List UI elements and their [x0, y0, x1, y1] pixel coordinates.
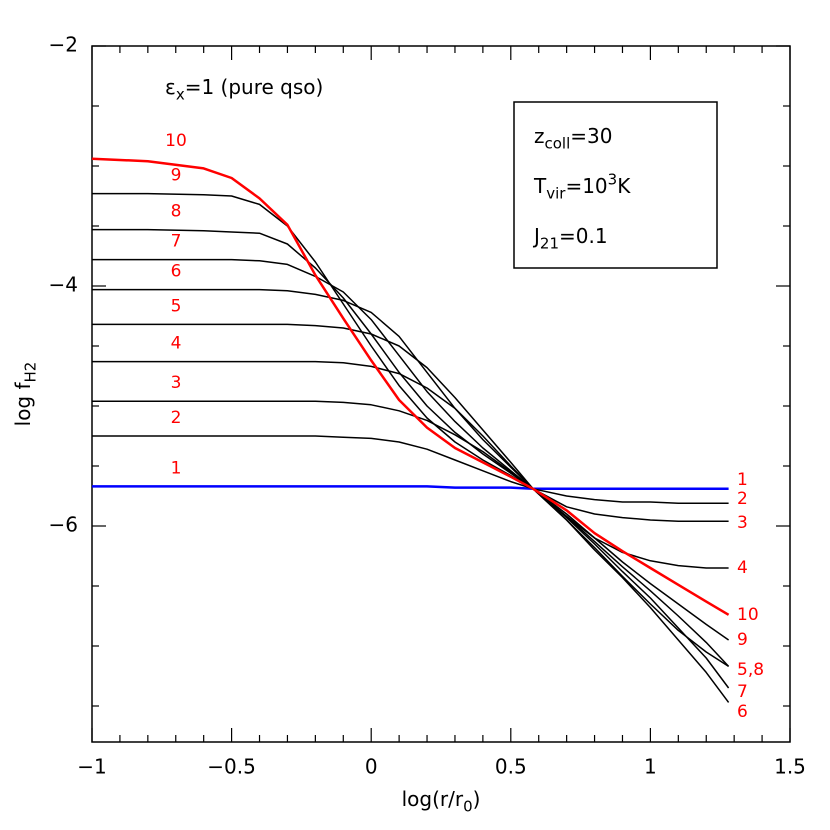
text-part: coll: [545, 134, 571, 152]
end-label: 5,8: [737, 660, 764, 680]
series-line: [92, 485, 729, 491]
series-line: [92, 228, 730, 667]
series-label: 8: [171, 202, 182, 222]
text-part: ): [473, 787, 481, 811]
series-label: 9: [171, 166, 182, 186]
end-label: 1: [737, 470, 748, 490]
series-line: [92, 192, 730, 641]
rich-text: Tvir=103K: [533, 170, 631, 202]
x-tick-label: −0.5: [207, 755, 256, 779]
y-tick-label: −2: [49, 33, 78, 57]
series-line: [91, 157, 730, 616]
text-part: K: [617, 174, 631, 198]
text-part: log(r/r: [402, 787, 464, 811]
series-label: 3: [171, 373, 182, 393]
text-part: 0: [463, 797, 473, 815]
rich-text: J21=0.1: [532, 224, 608, 253]
x-tick-label: −1: [77, 755, 106, 779]
y-tick-label: −6: [49, 513, 78, 537]
series-label: 10: [165, 131, 187, 151]
text-part: =10: [565, 174, 607, 198]
x-axis-label: log(r/r0): [402, 787, 481, 816]
text-part: log f: [11, 382, 35, 427]
end-label: 6: [737, 702, 748, 722]
series-line: [92, 400, 729, 522]
x-tick-label: 1: [644, 755, 657, 779]
text-part: =1 (pure qso): [185, 75, 324, 99]
rich-text: εx=1 (pure qso): [165, 75, 323, 104]
info-box: [513, 101, 718, 269]
series-line: [92, 360, 729, 569]
series-label: 1: [171, 458, 182, 478]
rich-text: zcoll=30: [534, 124, 612, 153]
end-label: 2: [737, 489, 748, 509]
text-part: H2: [21, 362, 39, 383]
plot-frame: [91, 45, 791, 743]
end-label: 7: [737, 682, 748, 702]
series-label: 5: [171, 296, 182, 316]
y-tick-label: −4: [49, 273, 78, 297]
end-label: 10: [737, 605, 759, 625]
end-label: 9: [737, 630, 748, 650]
series-label: 6: [171, 262, 182, 282]
text-part: =0.1: [559, 224, 608, 248]
end-label: 3: [737, 513, 748, 533]
text-part: J: [532, 224, 540, 248]
text-part: ε: [165, 75, 176, 99]
series-label: 4: [171, 334, 182, 354]
text-part: 21: [540, 234, 559, 252]
end-label: 4: [737, 558, 748, 578]
x-tick-label: 0: [365, 755, 378, 779]
text-part: T: [533, 174, 547, 198]
series-label: 2: [171, 408, 182, 428]
series-line: [92, 323, 730, 668]
x-tick-label: 1.5: [774, 755, 806, 779]
text-part: 3: [608, 170, 618, 188]
text-part: z: [534, 124, 545, 148]
series-line: [92, 258, 730, 689]
text-part: =30: [570, 124, 612, 148]
y-axis-label: log fH2: [11, 362, 40, 427]
series-line: [92, 435, 729, 504]
series-label: 7: [171, 232, 182, 252]
text-part: vir: [546, 184, 566, 202]
x-tick-label: 0.5: [495, 755, 527, 779]
text-part: x: [176, 85, 185, 103]
series-line: [92, 288, 730, 703]
